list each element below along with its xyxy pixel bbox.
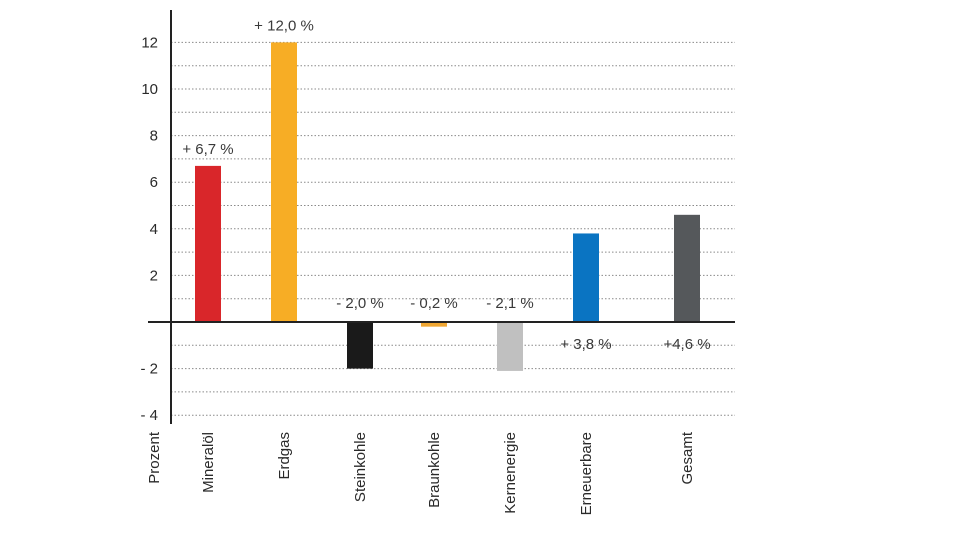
bar-erdgas xyxy=(271,42,297,323)
category-label: Gesamt xyxy=(679,431,696,484)
data-label: - 2,0 % xyxy=(336,295,384,312)
gridlines xyxy=(171,41,735,416)
data-label: - 0,2 % xyxy=(410,295,458,312)
bar-erneuerbare xyxy=(573,233,599,322)
data-label: + 12,0 % xyxy=(254,17,314,34)
y-tick-label: 12 xyxy=(141,34,158,51)
y-tick-label: 2 xyxy=(150,267,158,284)
category-label: Erneuerbare xyxy=(578,432,595,515)
y-tick-label: 10 xyxy=(141,81,158,98)
data-label: - 2,1 % xyxy=(486,295,534,312)
bar-steinkohle xyxy=(347,322,373,369)
category-label: Braunkohle xyxy=(426,432,443,508)
category-label: Kernenergie xyxy=(502,432,519,514)
category-label: Mineralöl xyxy=(200,432,217,493)
data-label: + 6,7 % xyxy=(182,141,233,158)
category-label: Erdgas xyxy=(276,432,293,480)
bar-gesamt xyxy=(674,214,700,322)
y-tick-labels: 12 10 8 6 4 2 - 2 - 4 xyxy=(140,34,158,424)
data-labels: + 6,7 % + 12,0 % - 2,0 % - 0,2 % - 2,1 % + 3,… xyxy=(182,17,710,353)
y-tick-label: 4 xyxy=(150,221,158,238)
bar-braunkohle xyxy=(421,322,447,327)
y-tick-label: 8 xyxy=(150,128,158,145)
data-label: + 3,8 % xyxy=(560,336,611,353)
y-tick-label: - 4 xyxy=(140,407,158,424)
bar-minerall xyxy=(195,165,221,322)
y-tick-label: - 2 xyxy=(140,361,158,378)
category-label: Steinkohle xyxy=(352,432,369,502)
category-labels: Mineralöl Erdgas Steinkohle Braunkohle Kerne… xyxy=(200,431,696,515)
data-label: +4,6 % xyxy=(663,336,710,353)
bar-kernenergie xyxy=(497,322,523,371)
y-axis-label: Prozent xyxy=(146,431,163,484)
y-tick-label: 6 xyxy=(150,174,158,191)
bars xyxy=(195,42,700,371)
